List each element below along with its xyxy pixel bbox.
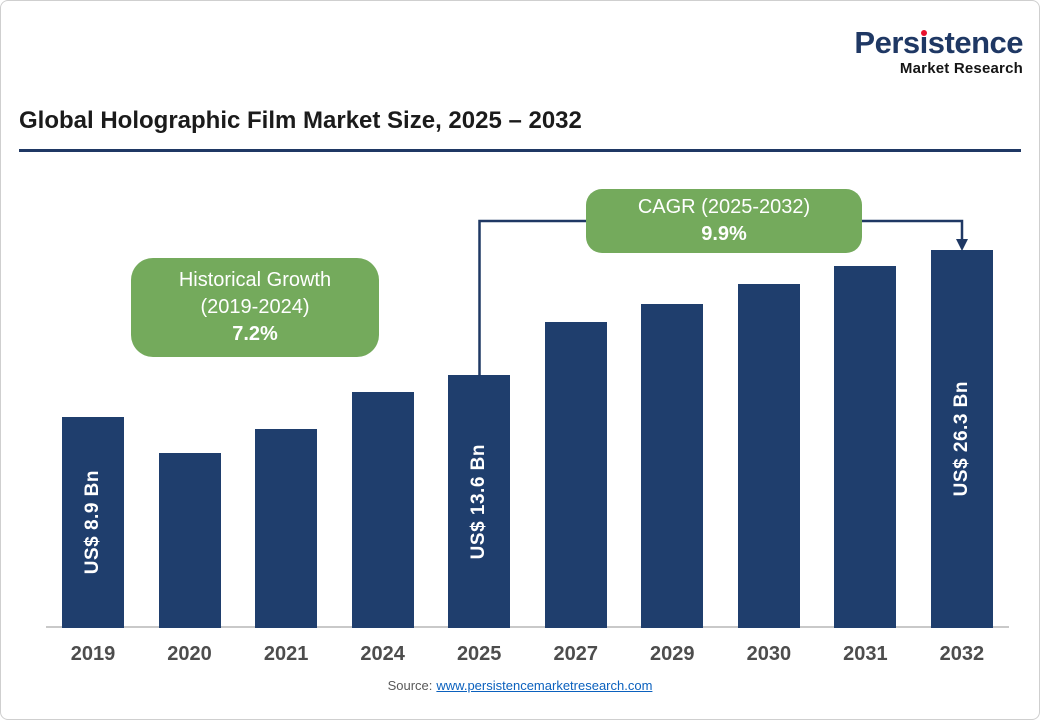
x-axis-label-2029: 2029 bbox=[650, 643, 695, 665]
x-axis-line bbox=[46, 626, 1009, 628]
x-axis-label-2020: 2020 bbox=[167, 643, 212, 665]
bar-2032: US$ 26.3 Bn bbox=[930, 250, 993, 628]
x-axis-label-2030: 2030 bbox=[746, 643, 792, 665]
bar-2024 bbox=[351, 392, 414, 628]
bar-2019: US$ 8.9 Bn bbox=[62, 417, 124, 628]
logo-brand-part-pre: Pers bbox=[854, 25, 920, 60]
cagr-line1: CAGR (2025-2032) bbox=[637, 196, 811, 218]
logo-brand-part-post: stence bbox=[927, 25, 1024, 60]
bar-2020 bbox=[158, 453, 221, 628]
bar-2029 bbox=[641, 304, 704, 628]
bar-2031 bbox=[834, 266, 897, 628]
historical-growth-line2: (2019-2024) bbox=[200, 296, 310, 318]
bar-2027 bbox=[544, 322, 607, 628]
source-link[interactable]: www.persistencemarketresearch.com bbox=[436, 678, 653, 693]
cagr-callout: CAGR (2025-2032) 9.9% bbox=[586, 189, 862, 253]
historical-growth-callout: Historical Growth (2019-2024) 7.2% bbox=[131, 258, 379, 357]
logo-brand-text: Persıstence bbox=[854, 25, 1024, 60]
x-axis-label-2024: 2024 bbox=[360, 643, 405, 665]
title-underline bbox=[19, 149, 1021, 152]
x-axis-label-2032: 2032 bbox=[939, 643, 985, 665]
bars: US$ 8.9 Bn US$ 13.6 Bn US$ 26.3 Bn bbox=[62, 250, 993, 628]
page-title: Global Holographic Film Market Size, 202… bbox=[19, 107, 582, 134]
x-axis-label-2019: 2019 bbox=[70, 643, 116, 665]
logo-red-dot-i: ı bbox=[919, 25, 929, 60]
bar-chart: US$ 8.9 Bn US$ 13.6 Bn US$ 26.3 Bn 2019 202… bbox=[46, 186, 1009, 668]
x-axis-label-2021: 2021 bbox=[263, 643, 309, 665]
cagr-value: 9.9% bbox=[701, 223, 747, 245]
source-line: Source: www.persistencemarketresearch.com bbox=[1, 678, 1039, 693]
bar-2030 bbox=[737, 284, 800, 628]
x-axis-label-2031: 2031 bbox=[843, 643, 888, 665]
source-label: Source: bbox=[387, 678, 433, 693]
logo-subtitle: Market Research bbox=[899, 59, 1023, 77]
historical-growth-value: 7.2% bbox=[232, 323, 278, 345]
historical-growth-line1: Historical Growth bbox=[178, 269, 332, 291]
x-axis-label-2025: 2025 bbox=[456, 643, 502, 665]
bar-2025: US$ 13.6 Bn bbox=[448, 375, 511, 628]
x-axis-label-2027: 2027 bbox=[553, 643, 598, 665]
brand-logo: Persıstence Market Research bbox=[854, 25, 1024, 77]
year-labels: 2019 2020 2021 2024 2025 2027 2029 2030 2031 2032 bbox=[62, 643, 993, 666]
bar-2021 bbox=[255, 429, 318, 628]
